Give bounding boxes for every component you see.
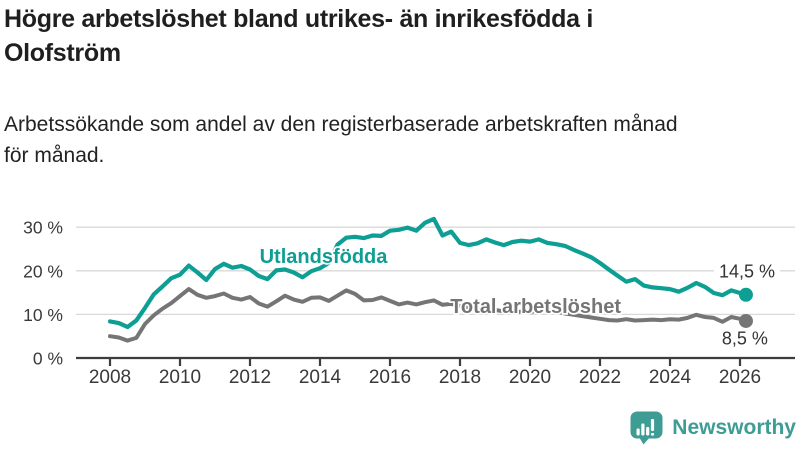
page-subtitle-line1: Arbetssökande som andel av den registerb… — [4, 113, 678, 136]
y-tick-label-0: 0 % — [33, 349, 63, 369]
x-tick-label-2020: 2020 — [509, 367, 551, 388]
x-tick-label-2014: 2014 — [299, 367, 342, 388]
series-label-total-arbetsloshet: Total arbetslöshet — [450, 296, 621, 318]
page-title-line1: Högre arbetslöshet bland utrikes- än inr… — [4, 5, 593, 33]
speech-bubble-tail — [639, 437, 651, 445]
x-tick-label-2022: 2022 — [579, 367, 621, 388]
end-value-label-bg-total-arbetsloshet — [716, 326, 773, 351]
series-end-dot-total-arbetsloshet — [738, 313, 753, 328]
bar-chart-exclamation-glyph — [636, 419, 655, 436]
newsworthy-logo-icon — [630, 411, 663, 445]
x-tick-label-2010: 2010 — [159, 367, 201, 388]
y-tick-label-20: 20 % — [23, 261, 63, 281]
x-tick-label-2008: 2008 — [89, 367, 131, 388]
newsworthy-logo[interactable]: Newsworthy — [630, 411, 796, 445]
y-tick-label-30: 30 % — [23, 218, 63, 238]
x-tick-label-2026: 2026 — [719, 367, 761, 388]
page-title-line2: Olofström — [4, 39, 121, 67]
series-label-utlandsfodda: Utlandsfödda — [260, 246, 389, 268]
page-title: Högre arbetslöshet bland utrikes- än inr… — [4, 2, 784, 70]
series-line-utlandsfodda — [107, 216, 749, 330]
x-tick-label-2018: 2018 — [439, 367, 481, 388]
page-subtitle: Arbetssökande som andel av den registerb… — [4, 109, 794, 171]
series-line-total-arbetsloshet — [108, 287, 748, 343]
x-tick-label-2012: 2012 — [229, 367, 271, 388]
x-tick-label-2024: 2024 — [649, 367, 692, 388]
y-tick-label-10: 10 % — [23, 305, 63, 325]
page-subtitle-line2: för månad. — [4, 144, 105, 167]
end-value-label-total-arbetsloshet: 8,5 % — [722, 328, 768, 348]
x-tick-label-2016: 2016 — [369, 367, 411, 388]
end-value-label-utlandsfodda: 14,5 % — [719, 261, 775, 281]
newsworthy-logo-text: Newsworthy — [672, 416, 796, 439]
end-value-label-bg-utlandsfodda — [713, 259, 781, 284]
series-end-dot-utlandsfodda — [738, 287, 753, 302]
